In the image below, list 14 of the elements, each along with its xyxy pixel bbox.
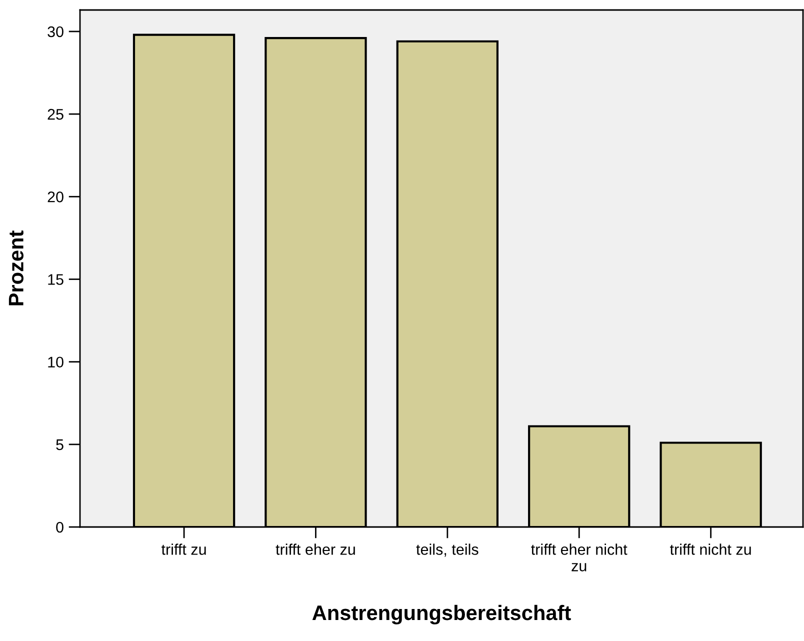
x-tick-label: trifft eher zu: [276, 544, 355, 555]
y-tick-label: 30: [48, 26, 64, 38]
y-tick-label: 20: [48, 192, 64, 202]
x-tick-label: trifft nicht zu: [670, 544, 751, 555]
y-axis-title: Prozent: [8, 230, 24, 306]
y-tick-label: 5: [56, 439, 64, 450]
y-tick-label: 0: [56, 522, 64, 533]
y-tick-label: 10: [48, 356, 64, 368]
x-tick-label: teils, teils: [416, 544, 478, 557]
y-tick-label: 25: [48, 108, 64, 120]
x-axis-title: Anstrengungsbereitschaft: [312, 604, 571, 624]
y-tick-label: 15: [48, 274, 64, 285]
x-tick-label: trifft zu: [161, 544, 206, 555]
x-tick-label: trifft eher nicht zu: [531, 544, 628, 572]
